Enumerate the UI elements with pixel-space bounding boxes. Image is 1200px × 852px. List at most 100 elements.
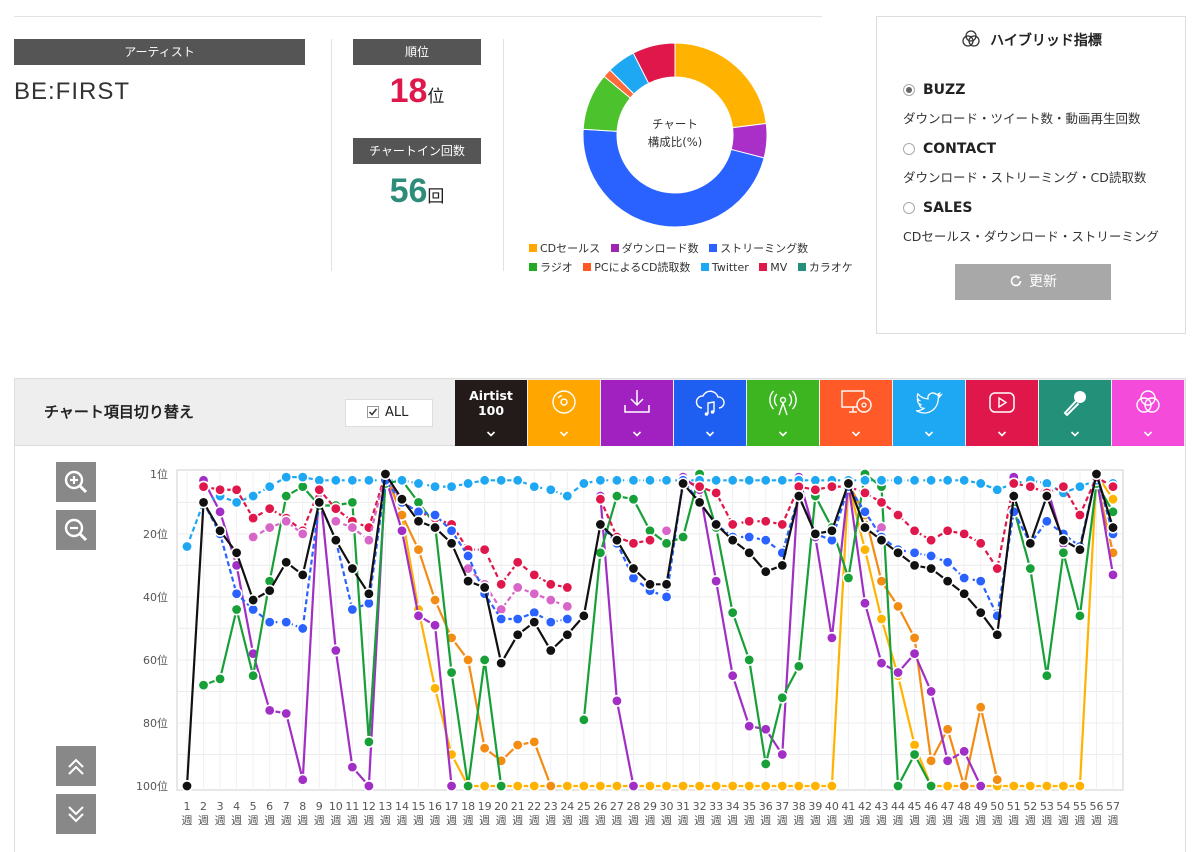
point-cd[interactable] [1007,779,1020,792]
point-radio[interactable] [577,713,590,726]
point-artist100[interactable] [958,587,971,600]
point-radio[interactable] [1040,669,1053,682]
point-mv[interactable] [478,543,491,556]
point-streaming[interactable] [544,616,557,629]
point-mv[interactable] [230,483,243,496]
point-cd[interactable] [726,779,739,792]
point-artist100[interactable] [197,496,210,509]
point-streaming[interactable] [743,531,756,544]
point-radio[interactable] [280,490,293,503]
point-pc[interactable] [528,735,541,748]
point-mv[interactable] [958,527,971,540]
scroll-down-button[interactable] [56,794,96,834]
point-cd[interactable] [610,779,623,792]
point-streaming[interactable] [346,603,359,616]
point-twitter[interactable] [925,474,938,487]
point-download[interactable] [214,505,227,518]
point-artist100[interactable] [991,628,1004,641]
point-artist100[interactable] [445,537,458,550]
point-karaoke[interactable] [346,521,359,534]
point-artist100[interactable] [280,556,293,569]
point-radio[interactable] [677,531,690,544]
point-artist100[interactable] [743,546,756,559]
point-pc[interactable] [544,779,557,792]
point-artist100[interactable] [296,568,309,581]
point-mv[interactable] [214,483,227,496]
point-download[interactable] [296,773,309,786]
point-artist100[interactable] [858,521,871,534]
point-artist100[interactable] [247,594,260,607]
point-mv[interactable] [263,502,276,515]
series-tab-streaming[interactable] [674,380,746,446]
point-radio[interactable] [726,606,739,619]
point-cd[interactable] [1107,493,1120,506]
point-cd[interactable] [577,779,590,792]
point-artist100[interactable] [1090,467,1103,480]
point-artist100[interactable] [462,575,475,588]
point-mv[interactable] [561,581,574,594]
point-artist100[interactable] [214,524,227,537]
point-twitter[interactable] [594,474,607,487]
series-tab-pc[interactable] [820,380,892,446]
point-download[interactable] [776,748,789,761]
point-artist100[interactable] [230,546,243,559]
series-tab-radio[interactable] [747,380,819,446]
point-cd[interactable] [809,779,822,792]
point-streaming[interactable] [230,587,243,600]
point-artist100[interactable] [726,534,739,547]
point-mv[interactable] [495,578,508,591]
point-artist100[interactable] [941,575,954,588]
point-twitter[interactable] [362,474,375,487]
point-twitter[interactable] [495,474,508,487]
point-twitter[interactable] [395,474,408,487]
point-mv[interactable] [329,502,342,515]
point-mv[interactable] [594,493,607,506]
point-download[interactable] [280,707,293,720]
point-pc[interactable] [478,742,491,755]
point-twitter[interactable] [974,477,987,490]
point-pc[interactable] [892,600,905,613]
point-mv[interactable] [544,578,557,591]
point-twitter[interactable] [892,474,905,487]
point-twitter[interactable] [726,474,739,487]
radio-sales[interactable]: SALES [903,200,973,216]
series-tab-karaoke[interactable] [1039,380,1111,446]
point-karaoke[interactable] [528,587,541,600]
point-artist100[interactable] [825,524,838,537]
point-radio[interactable] [346,496,359,509]
point-mv[interactable] [908,524,921,537]
point-streaming[interactable] [908,546,921,559]
point-pc[interactable] [991,773,1004,786]
point-radio[interactable] [610,490,623,503]
point-pc[interactable] [462,653,475,666]
point-twitter[interactable] [263,480,276,493]
scroll-up-button[interactable] [56,746,96,786]
point-artist100[interactable] [495,657,508,670]
point-radio[interactable] [247,669,260,682]
point-mv[interactable] [991,562,1004,575]
point-twitter[interactable] [544,483,557,496]
point-mv[interactable] [858,486,871,499]
point-download[interactable] [958,745,971,758]
point-radio[interactable] [892,779,905,792]
checkbox-icon[interactable] [367,406,379,418]
point-streaming[interactable] [429,508,442,521]
point-mv[interactable] [974,537,987,550]
point-artist100[interactable] [362,587,375,600]
point-artist100[interactable] [1024,537,1037,550]
point-artist100[interactable] [892,546,905,559]
point-artist100[interactable] [379,467,392,480]
point-twitter[interactable] [991,483,1004,496]
point-artist100[interactable] [908,559,921,572]
point-twitter[interactable] [478,474,491,487]
point-artist100[interactable] [1040,490,1053,503]
series-tab-download[interactable] [601,380,673,446]
point-twitter[interactable] [346,474,359,487]
point-twitter[interactable] [627,474,640,487]
point-radio[interactable] [660,537,673,550]
point-artist100[interactable] [561,628,574,641]
point-radio[interactable] [462,779,475,792]
point-cd[interactable] [743,779,756,792]
radio-icon[interactable] [903,143,915,155]
point-radio[interactable] [1024,562,1037,575]
